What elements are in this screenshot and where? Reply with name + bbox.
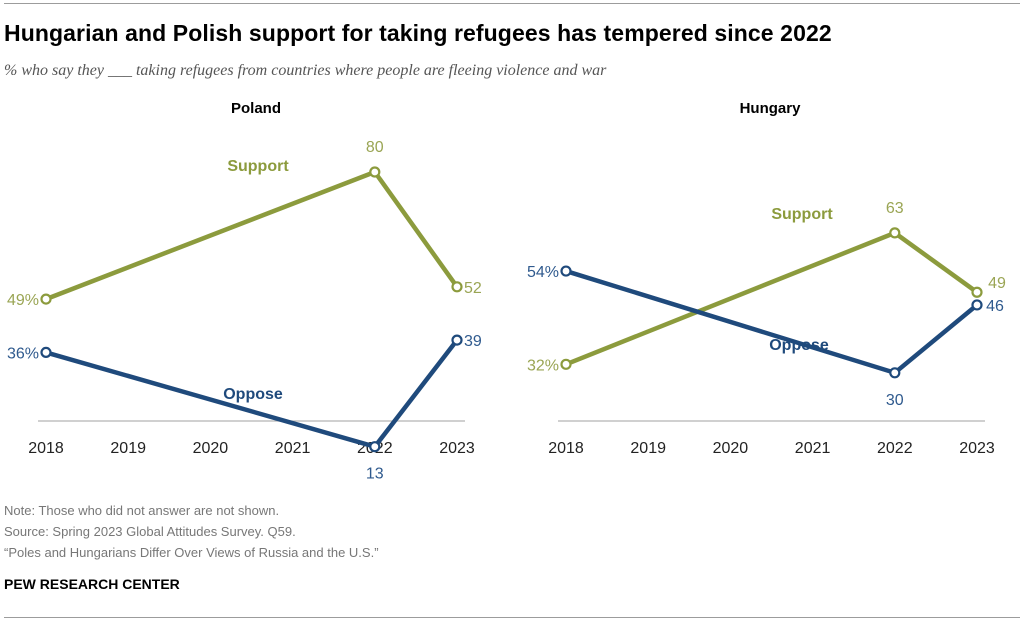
hungary-oppose-series-label: Oppose <box>769 337 829 354</box>
poland-tick-2018: 2018 <box>28 440 64 457</box>
poland-support-label-2022: 80 <box>366 139 384 156</box>
note-text: Note: Those who did not answer are not s… <box>4 503 280 518</box>
poland-tick-2023: 2023 <box>439 440 475 457</box>
hungary-oppose-line <box>563 268 980 376</box>
poland-support-point-2022 <box>369 166 381 178</box>
poland-oppose-label-2018: 36% <box>7 345 39 362</box>
poland-support-label-2018: 49% <box>7 292 39 309</box>
poland-support-series-label: Support <box>227 158 289 175</box>
report-text: “Poles and Hungarians Differ Over Views … <box>4 545 379 560</box>
poland-support-line <box>43 169 460 302</box>
hungary-support-point-2023 <box>971 286 983 298</box>
hungary-oppose-label-2022: 30 <box>886 392 904 409</box>
hungary-tick-2019: 2019 <box>630 440 666 457</box>
poland-support-point-2023 <box>451 281 463 293</box>
poland-oppose-point-2022 <box>369 441 381 453</box>
hungary-oppose-point-2018 <box>560 265 572 277</box>
poland-tick-2019: 2019 <box>110 440 146 457</box>
hungary-tick-2020: 2020 <box>713 440 749 457</box>
poland-oppose-label-2022: 13 <box>366 466 384 483</box>
hungary-tick-2022: 2022 <box>877 440 913 457</box>
chart-subtitle: % who say they ___ taking refugees from … <box>4 62 607 79</box>
bottom-rule <box>4 617 1020 618</box>
hungary-support-point-2018 <box>560 358 572 370</box>
hungary-tick-2021: 2021 <box>795 440 831 457</box>
poland-support-label-2023: 52 <box>464 280 482 297</box>
charts-svg: Poland 2018 2019 2020 2021 2022 2023 49% 80 52 Sup… <box>7 100 1006 483</box>
top-rule <box>4 3 1020 4</box>
hungary-oppose-label-2023: 46 <box>986 298 1004 315</box>
hungary-tick-2018: 2018 <box>548 440 584 457</box>
poland-panel-title: Poland <box>231 100 281 117</box>
poland-oppose-point-2018 <box>40 346 52 358</box>
hungary-support-label-2023: 49 <box>988 275 1006 292</box>
hungary-oppose-point-2023 <box>971 299 983 311</box>
hungary-tick-2023: 2023 <box>959 440 995 457</box>
chart-title: Hungarian and Polish support for taking … <box>4 20 832 46</box>
pew-logo-text: PEW RESEARCH CENTER <box>4 576 180 592</box>
poland-tick-2021: 2021 <box>275 440 311 457</box>
source-text: Source: Spring 2023 Global Attitudes Sur… <box>4 524 296 539</box>
hungary-support-label-2018: 32% <box>527 357 559 374</box>
poland-support-point-2018 <box>40 293 52 305</box>
poland-oppose-series-label: Oppose <box>223 386 283 403</box>
hungary-support-label-2022: 63 <box>886 200 904 217</box>
hungary-panel-title: Hungary <box>740 100 802 117</box>
hungary-oppose-point-2022 <box>889 367 901 379</box>
hungary-support-point-2022 <box>889 227 901 239</box>
hungary-support-series-label: Support <box>771 206 833 223</box>
poland-tick-2020: 2020 <box>193 440 229 457</box>
poland-oppose-label-2023: 39 <box>464 333 482 350</box>
hungary-oppose-label-2018: 54% <box>527 264 559 281</box>
poland-oppose-point-2023 <box>451 334 463 346</box>
